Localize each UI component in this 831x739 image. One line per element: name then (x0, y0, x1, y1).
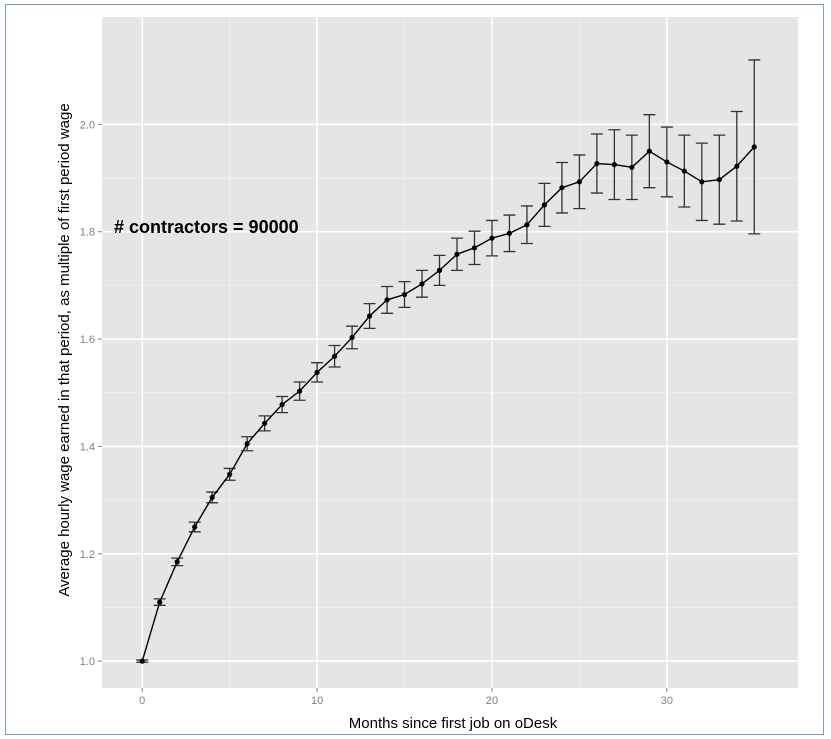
data-point (244, 441, 250, 447)
data-point (262, 420, 268, 426)
y-tick-label: 1.8 (80, 227, 95, 239)
data-point (506, 230, 513, 236)
data-point (209, 494, 215, 501)
data-point (227, 471, 233, 477)
y-tick-label: 1.0 (80, 656, 95, 668)
data-point (366, 313, 373, 319)
chart-frame: 0 10 20 30 1.0 1.2 1.4 1.6 1.8 2.0 # contractors… (5, 4, 824, 735)
data-point (699, 179, 705, 185)
data-point (489, 235, 495, 241)
data-point (314, 369, 320, 375)
y-tick-label: 2.0 (80, 119, 95, 131)
x-axis-title: Months since first job on oDesk (349, 715, 558, 732)
data-point (419, 281, 425, 287)
data-point (384, 297, 390, 303)
series-line (141, 146, 755, 662)
data-point (401, 291, 408, 298)
data-point (436, 267, 443, 273)
data-point (594, 160, 600, 167)
x-tick-label: 30 (661, 695, 673, 707)
data-point (716, 177, 722, 183)
contractors-annotation: # contractors = 90000 (114, 217, 299, 237)
plot-panel (102, 17, 798, 688)
data-point (349, 334, 355, 341)
y-tick-label: 1.4 (80, 441, 95, 453)
data-point (454, 251, 460, 257)
data-point (611, 162, 617, 168)
data-point (734, 163, 740, 169)
x-tick-label: 10 (311, 695, 323, 707)
data-point (664, 159, 670, 165)
line-chart: 0 10 20 30 1.0 1.2 1.4 1.6 1.8 2.0 # contractors… (56, 17, 798, 732)
data-point (681, 168, 687, 174)
data-point (297, 388, 303, 394)
data-point (174, 559, 180, 565)
data-point (192, 524, 198, 530)
data-point (471, 245, 478, 251)
y-tick-label: 1.2 (80, 549, 95, 561)
data-points (139, 144, 757, 664)
data-point (139, 658, 145, 664)
y-axis-ticks: 1.0 1.2 1.4 1.6 1.8 2.0 (80, 119, 102, 668)
data-point (559, 185, 565, 191)
data-point (576, 179, 583, 185)
minor-gridlines (102, 17, 798, 688)
y-axis-title: Average hourly wage earned in that perio… (56, 103, 73, 596)
data-point (541, 202, 548, 208)
data-point (331, 353, 338, 359)
data-point (751, 144, 757, 150)
x-tick-label: 20 (486, 695, 498, 707)
data-point (629, 164, 635, 170)
data-point (524, 222, 530, 228)
x-axis-ticks: 0 10 20 30 (139, 688, 673, 707)
data-point (157, 599, 163, 605)
data-point (646, 148, 652, 154)
data-point (279, 401, 285, 408)
y-tick-label: 1.6 (80, 334, 95, 346)
x-tick-label: 0 (139, 695, 145, 707)
